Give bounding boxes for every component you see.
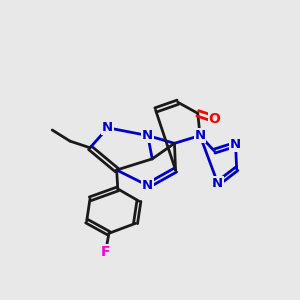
Text: N: N (230, 138, 241, 151)
Text: N: N (212, 177, 223, 190)
Text: O: O (208, 112, 220, 126)
Text: F: F (101, 245, 110, 259)
Text: N: N (102, 121, 113, 134)
Text: N: N (142, 129, 153, 142)
Text: N: N (142, 179, 153, 192)
Text: N: N (194, 129, 206, 142)
